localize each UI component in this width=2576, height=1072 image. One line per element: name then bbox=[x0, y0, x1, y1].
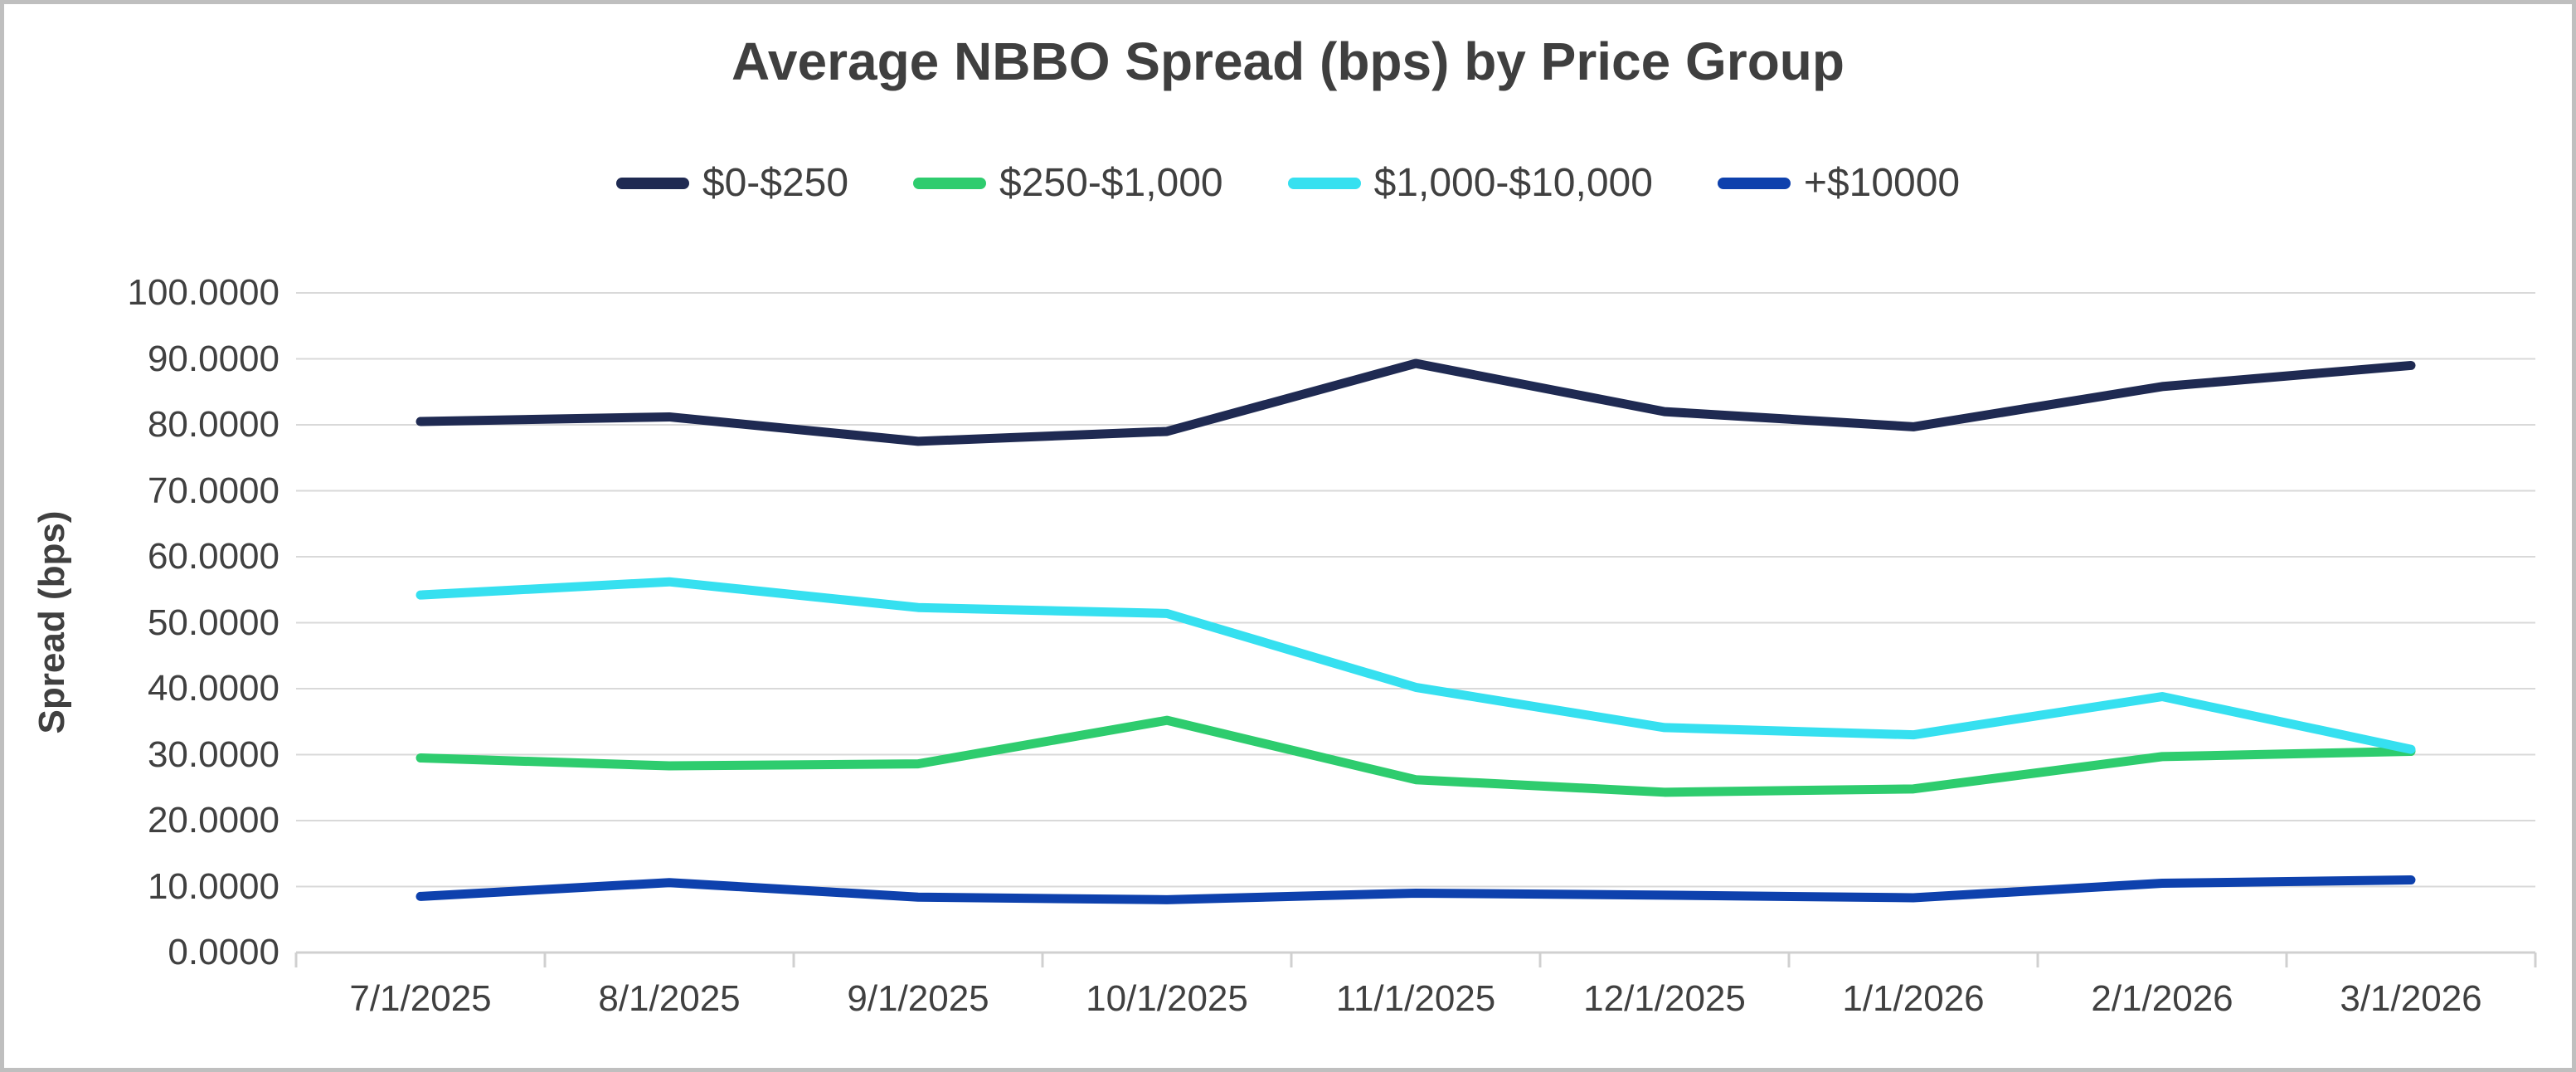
x-tick-label: 2/1/2026 bbox=[2091, 978, 2233, 1019]
y-tick-label: 80.0000 bbox=[147, 404, 279, 445]
legend-item: $1,000-$10,000 bbox=[1287, 160, 1653, 206]
x-tick-label: 8/1/2025 bbox=[598, 978, 741, 1019]
x-tick-label: 3/1/2026 bbox=[2340, 978, 2482, 1019]
y-tick-label: 100.0000 bbox=[127, 272, 279, 313]
chart-title: Average NBBO Spread (bps) by Price Group bbox=[731, 32, 1845, 91]
y-tick-label: 50.0000 bbox=[147, 602, 279, 643]
series-line bbox=[416, 358, 2416, 446]
y-tick-label: 20.0000 bbox=[147, 800, 279, 841]
legend-label: +$10000 bbox=[1803, 161, 1961, 205]
y-tick-label: 90.0000 bbox=[147, 338, 279, 379]
series-line bbox=[416, 715, 2416, 797]
y-tick-label: 30.0000 bbox=[147, 733, 279, 775]
legend-swatch-icon bbox=[913, 177, 987, 189]
plot-area bbox=[294, 292, 2537, 967]
legend-swatch-icon bbox=[1287, 177, 1361, 189]
y-tick-label: 10.0000 bbox=[147, 865, 279, 907]
legend-item: $0-$250 bbox=[615, 160, 849, 206]
x-tick-label: 10/1/2025 bbox=[1086, 978, 1248, 1019]
x-tick-label: 1/1/2026 bbox=[1842, 978, 1985, 1019]
x-tick-label: 9/1/2025 bbox=[847, 978, 989, 1019]
y-tick-label: 70.0000 bbox=[147, 470, 279, 511]
legend-swatch-icon bbox=[1717, 177, 1791, 189]
legend: $0-$250 $250-$1,000 $1,000-$10,000 +$100… bbox=[4, 160, 2572, 206]
x-tick-label: 11/1/2025 bbox=[1335, 978, 1496, 1019]
legend-label: $0-$250 bbox=[702, 161, 849, 205]
y-tick-label: 60.0000 bbox=[147, 536, 279, 577]
x-tick-label: 7/1/2025 bbox=[349, 978, 492, 1019]
legend-label: $250-$1,000 bbox=[999, 161, 1223, 205]
y-tick-label: 40.0000 bbox=[147, 668, 279, 709]
y-tick-label: 0.0000 bbox=[168, 932, 279, 972]
series-line bbox=[416, 875, 2416, 904]
legend-label: $1,000-$10,000 bbox=[1373, 161, 1653, 205]
x-tick-label: 12/1/2025 bbox=[1583, 978, 1746, 1019]
legend-swatch-icon bbox=[615, 177, 689, 189]
series-line bbox=[416, 577, 2416, 754]
legend-item: +$10000 bbox=[1717, 160, 1961, 206]
legend-item: $250-$1,000 bbox=[913, 160, 1223, 206]
